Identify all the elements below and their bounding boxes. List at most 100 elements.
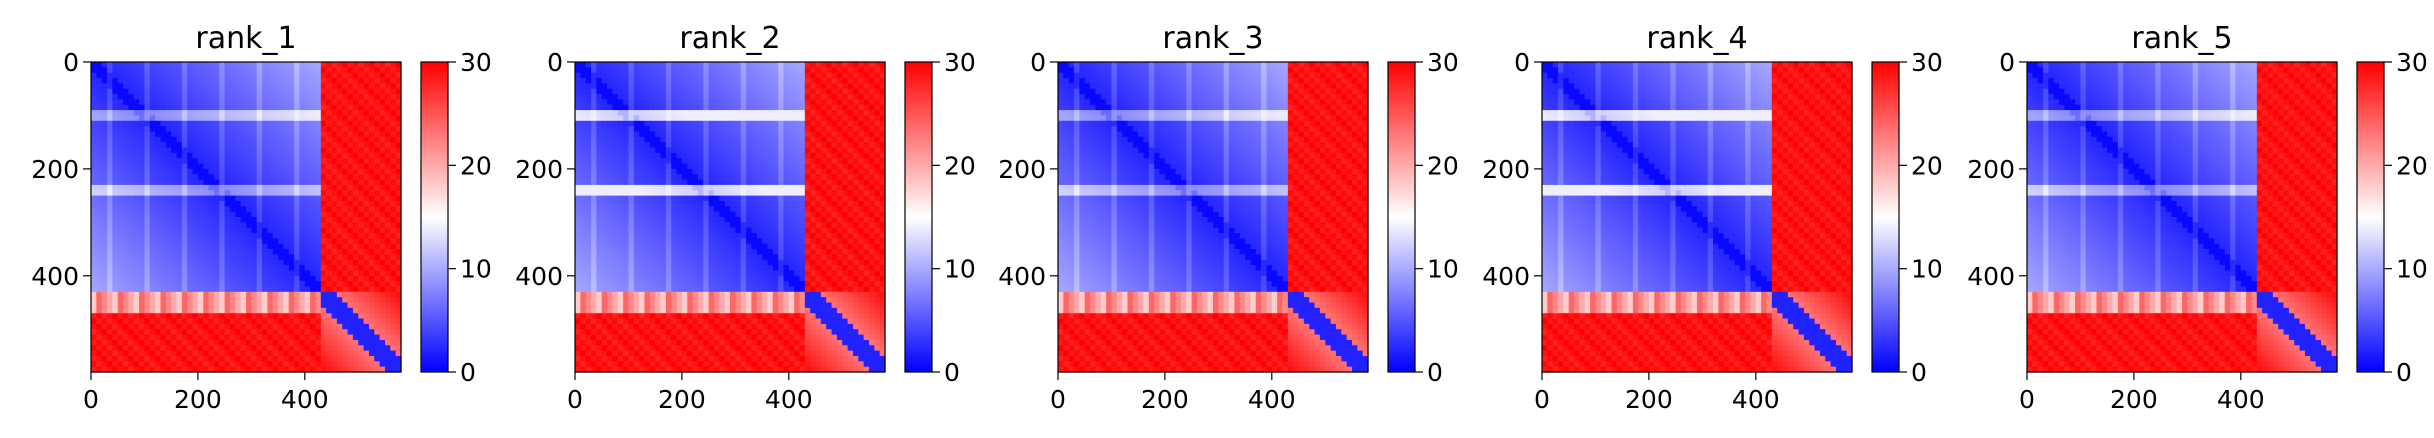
heatmap-cell bbox=[320, 243, 327, 250]
heatmap-cell bbox=[374, 222, 381, 229]
heatmap-cell bbox=[735, 99, 742, 106]
heatmap-cell bbox=[863, 62, 870, 68]
heatmap-cell bbox=[681, 158, 688, 165]
heatmap-cell bbox=[347, 190, 354, 197]
heatmap-cell bbox=[219, 297, 226, 304]
heatmap-cell bbox=[730, 131, 736, 138]
heatmap-cell bbox=[676, 115, 683, 122]
heatmap-cell bbox=[219, 318, 226, 325]
heatmap-cell bbox=[352, 355, 359, 362]
heatmap-cell bbox=[810, 152, 817, 159]
heatmap-cell bbox=[133, 126, 140, 133]
heatmap-cell bbox=[612, 174, 619, 181]
heatmap-cell bbox=[165, 184, 172, 191]
heatmap-cell bbox=[879, 62, 886, 68]
heatmap-cell bbox=[644, 179, 651, 186]
heatmap-cell bbox=[251, 67, 258, 74]
heatmap-cell bbox=[342, 62, 349, 68]
heatmap-cell bbox=[320, 307, 327, 314]
heatmap-cell bbox=[352, 72, 359, 79]
heatmap-cell bbox=[224, 88, 231, 95]
heatmap-cell bbox=[342, 67, 349, 74]
heatmap-cell bbox=[395, 184, 402, 191]
heatmap-cell bbox=[336, 291, 343, 298]
heatmap-cell bbox=[676, 168, 683, 175]
heatmap-cell bbox=[203, 302, 210, 309]
heatmap-cell bbox=[123, 355, 130, 362]
heatmap-cell bbox=[299, 259, 306, 266]
heatmap-cell bbox=[746, 110, 752, 117]
heatmap-cell bbox=[591, 179, 597, 186]
heatmap-cell bbox=[778, 174, 785, 181]
heatmap-cell bbox=[213, 94, 220, 101]
heatmap-cell bbox=[251, 339, 258, 346]
heatmap-cell bbox=[740, 158, 747, 165]
heatmap-cell bbox=[342, 318, 349, 325]
heatmap-cell bbox=[155, 67, 162, 74]
heatmap-cell bbox=[852, 136, 859, 143]
heatmap-cell bbox=[601, 78, 608, 84]
heatmap-cell bbox=[879, 94, 886, 101]
heatmap-cell bbox=[139, 206, 146, 213]
heatmap-cell bbox=[390, 152, 397, 159]
heatmap-cell bbox=[746, 142, 752, 149]
heatmap-cell bbox=[192, 275, 199, 282]
heatmap-cell bbox=[617, 142, 624, 149]
heatmap-cell bbox=[794, 147, 801, 154]
heatmap-cell bbox=[336, 323, 343, 330]
heatmap-cell bbox=[713, 190, 720, 197]
heatmap-cell bbox=[788, 115, 795, 122]
heatmap-cell bbox=[612, 142, 619, 149]
heatmap-cell bbox=[633, 67, 640, 74]
heatmap-cell bbox=[703, 158, 710, 165]
heatmap-cell bbox=[751, 195, 758, 202]
heatmap-cell bbox=[697, 78, 704, 84]
heatmap-cell bbox=[368, 126, 375, 133]
heatmap-cell bbox=[810, 115, 817, 122]
heatmap-cell bbox=[262, 339, 268, 346]
heatmap-cell bbox=[379, 350, 386, 357]
heatmap-cell bbox=[644, 206, 651, 213]
heatmap-cell bbox=[617, 104, 624, 111]
heatmap-cell bbox=[128, 67, 135, 74]
heatmap-cell bbox=[863, 179, 870, 186]
heatmap-cell bbox=[772, 110, 779, 117]
heatmap-cell bbox=[352, 323, 359, 330]
heatmap-cell bbox=[320, 265, 327, 272]
heatmap-cell bbox=[708, 131, 715, 138]
heatmap-cell bbox=[240, 217, 247, 223]
heatmap-cell bbox=[278, 297, 285, 304]
heatmap-cell bbox=[374, 88, 381, 95]
heatmap-cell bbox=[735, 200, 742, 207]
heatmap-cell bbox=[229, 126, 236, 133]
heatmap-cell bbox=[171, 115, 178, 122]
heatmap-cell bbox=[794, 104, 801, 111]
heatmap-cell bbox=[708, 83, 715, 90]
heatmap-cell bbox=[342, 115, 349, 122]
heatmap-cell bbox=[326, 339, 333, 346]
heatmap-cell bbox=[310, 227, 317, 234]
heatmap-cell bbox=[326, 254, 333, 261]
heatmap-cell bbox=[160, 168, 167, 175]
heatmap-cell bbox=[315, 184, 322, 191]
heatmap-cell bbox=[836, 174, 843, 181]
heatmap-cell bbox=[331, 259, 338, 266]
heatmap-cell bbox=[139, 152, 146, 159]
heatmap-cell bbox=[363, 323, 370, 330]
heatmap-cell bbox=[342, 281, 349, 288]
heatmap-cell bbox=[155, 323, 162, 330]
heatmap-cell bbox=[192, 190, 199, 197]
heatmap-cell bbox=[91, 142, 97, 149]
heatmap-cell bbox=[123, 243, 130, 250]
heatmap-cell bbox=[746, 136, 752, 143]
heatmap-cell bbox=[847, 184, 854, 191]
heatmap-cell bbox=[272, 270, 279, 277]
heatmap-cell bbox=[262, 233, 268, 239]
heatmap-cell bbox=[374, 233, 381, 239]
heatmap-cell bbox=[310, 83, 317, 90]
heatmap-cell bbox=[368, 217, 375, 223]
heatmap-cell bbox=[160, 302, 167, 309]
heatmap-cell bbox=[262, 222, 268, 229]
heatmap-cell bbox=[155, 200, 162, 207]
heatmap-cell bbox=[660, 184, 667, 191]
